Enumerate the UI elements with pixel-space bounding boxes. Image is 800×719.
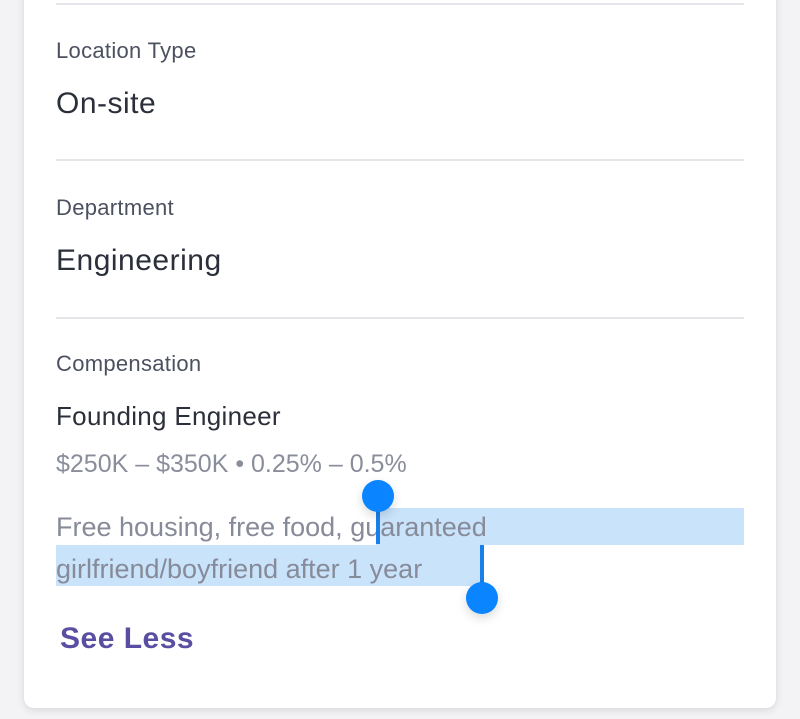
divider: [56, 317, 744, 319]
location-type-value: On-site: [56, 87, 157, 120]
selection-start-handle[interactable]: [376, 500, 380, 544]
perks-text: Free housing, free food,: [56, 512, 351, 542]
divider: [56, 159, 744, 161]
selection-end-handle[interactable]: [480, 545, 484, 597]
selection-end-handle-knob[interactable]: [466, 582, 498, 614]
department-value: Engineering: [56, 244, 222, 277]
selection-start-handle-knob[interactable]: [362, 480, 394, 512]
compensation-label: Compensation: [56, 351, 202, 376]
selected-text: girlfriend/boyfriend after 1 year: [56, 554, 423, 584]
department-label: Department: [56, 195, 174, 220]
location-type-label: Location Type: [56, 38, 197, 63]
selected-text: guaranteed: [350, 512, 487, 542]
text-selection-highlight: [376, 508, 744, 545]
compensation-title: Founding Engineer: [56, 401, 281, 431]
compensation-perks[interactable]: Free housing, free food, guaranteed girlf…: [56, 506, 756, 590]
see-less-button[interactable]: See Less: [60, 622, 195, 655]
job-details-card: [24, 0, 776, 708]
text-selection-highlight: [56, 545, 482, 586]
divider: [56, 3, 744, 5]
compensation-range: $250K – $350K • 0.25% – 0.5%: [56, 450, 407, 478]
